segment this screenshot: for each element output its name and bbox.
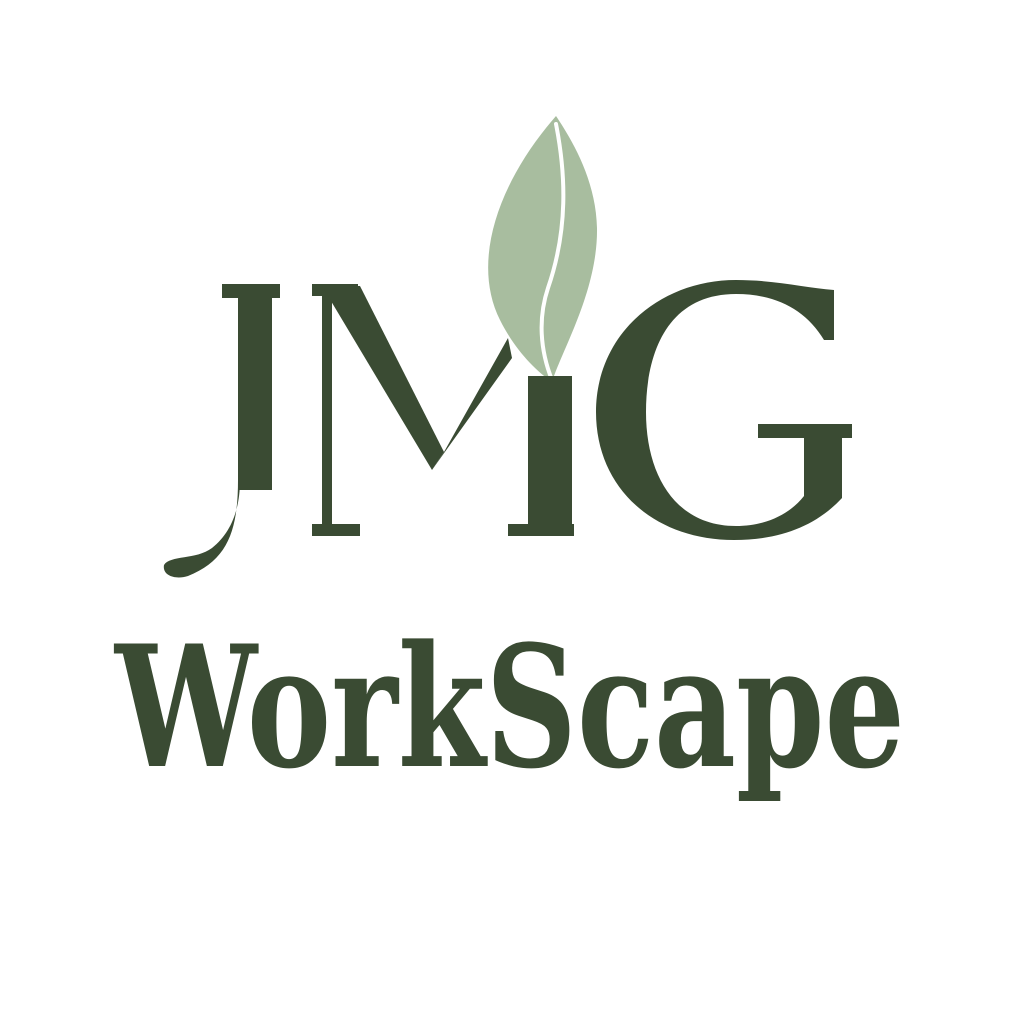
letter-g xyxy=(596,280,852,540)
letter-m xyxy=(312,284,574,536)
letter-j xyxy=(163,284,280,578)
leaf-icon xyxy=(488,116,598,382)
wordmark-text: WorkScape xyxy=(113,608,905,806)
